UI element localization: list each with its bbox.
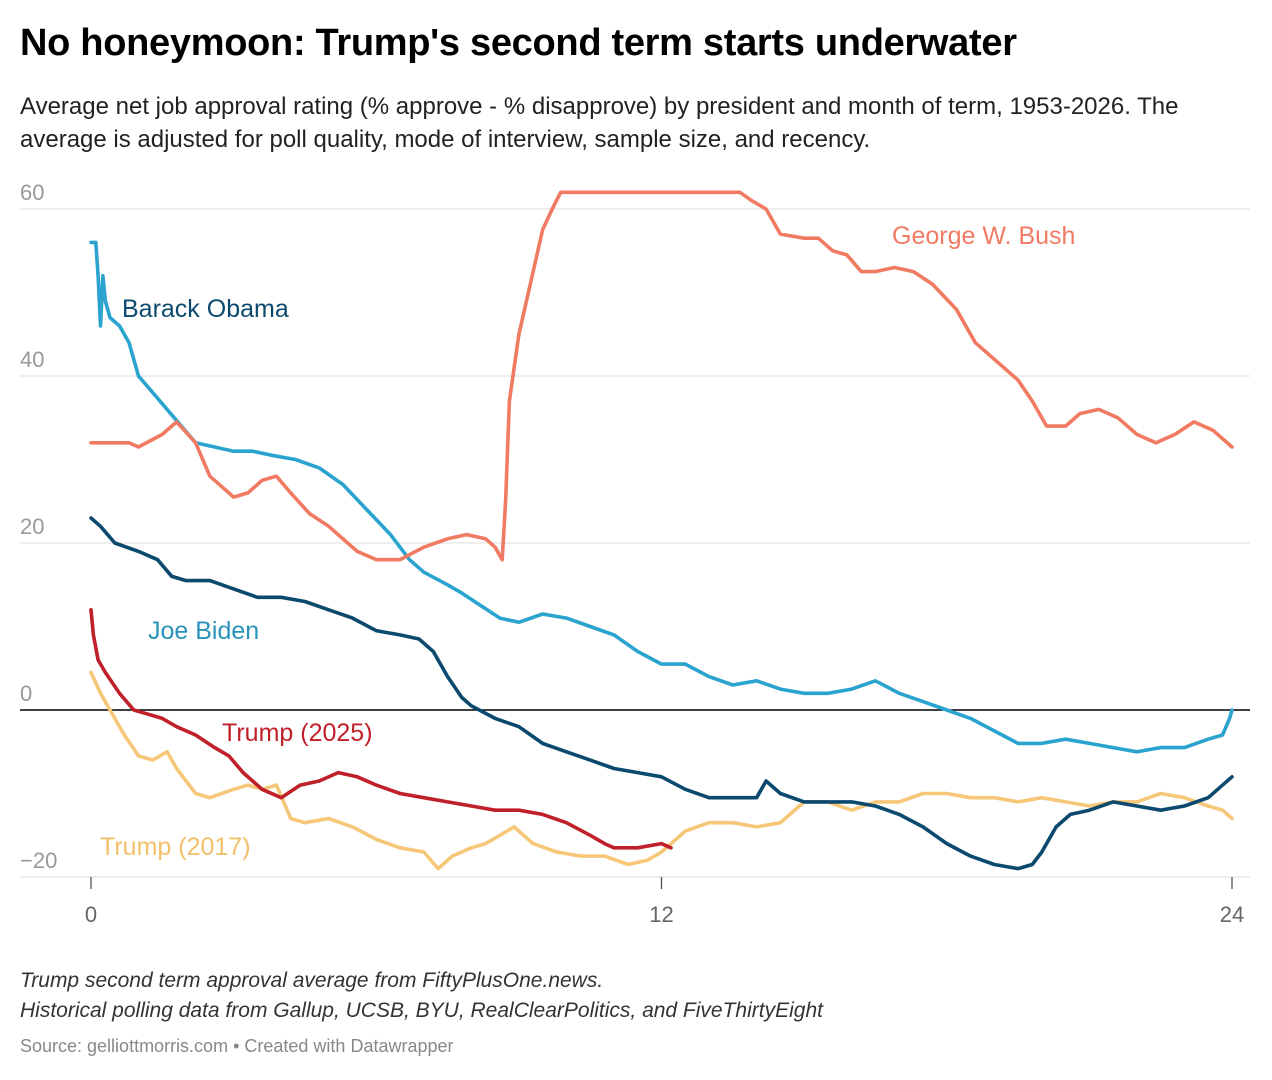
y-axis-ticks: 60 40 20 0 −20 bbox=[20, 180, 57, 873]
note-line: Historical polling data from Gallup, UCS… bbox=[20, 999, 823, 1022]
series-labels: George W. Bush Barack Obama Joe Biden Tr… bbox=[100, 222, 1075, 861]
note-line: Trump second term approval average from … bbox=[20, 969, 604, 992]
x-tick-label: 0 bbox=[85, 902, 97, 927]
x-axis-ticks: 0 12 24 bbox=[85, 877, 1244, 927]
chart-title: No honeymoon: Trump's second term starts… bbox=[20, 22, 1017, 64]
source-separator: • bbox=[228, 1036, 245, 1056]
series-line-trump-2025 bbox=[89, 608, 673, 850]
y-tick-label: 20 bbox=[20, 514, 44, 539]
series-line-joe-biden bbox=[89, 240, 1234, 754]
grid-lines bbox=[20, 208, 1250, 878]
line-chart: George W. Bush Barack Obama Joe Biden Tr… bbox=[20, 180, 1250, 927]
series-line-trump-2017 bbox=[89, 670, 1234, 871]
y-tick-label: 60 bbox=[20, 180, 44, 205]
x-tick-label: 12 bbox=[649, 902, 673, 927]
chart-subtitle: Average net job approval rating (% appro… bbox=[20, 93, 1179, 153]
chart-notes: Trump second term approval average from … bbox=[20, 966, 1240, 1026]
datawrapper-credit: Created with Datawrapper bbox=[244, 1036, 454, 1056]
series-lines bbox=[89, 190, 1234, 871]
y-tick-label: 40 bbox=[20, 347, 44, 372]
series-label-trump-2017: Trump (2017) bbox=[100, 833, 251, 861]
series-line-george-w-bush bbox=[89, 190, 1234, 562]
series-label-obama: Barack Obama bbox=[122, 295, 289, 323]
series-line-barack-obama bbox=[89, 516, 1234, 871]
source-line: Source: gelliottmorris.com • Created wit… bbox=[20, 1036, 454, 1057]
y-tick-label: 0 bbox=[20, 681, 32, 706]
series-label-bush: George W. Bush bbox=[892, 222, 1075, 250]
y-tick-label: −20 bbox=[20, 848, 57, 873]
x-tick-label: 24 bbox=[1220, 902, 1244, 927]
series-label-trump-2025: Trump (2025) bbox=[222, 719, 373, 747]
source-label: Source: gelliottmorris.com bbox=[20, 1036, 229, 1056]
series-label-biden: Joe Biden bbox=[148, 617, 259, 645]
